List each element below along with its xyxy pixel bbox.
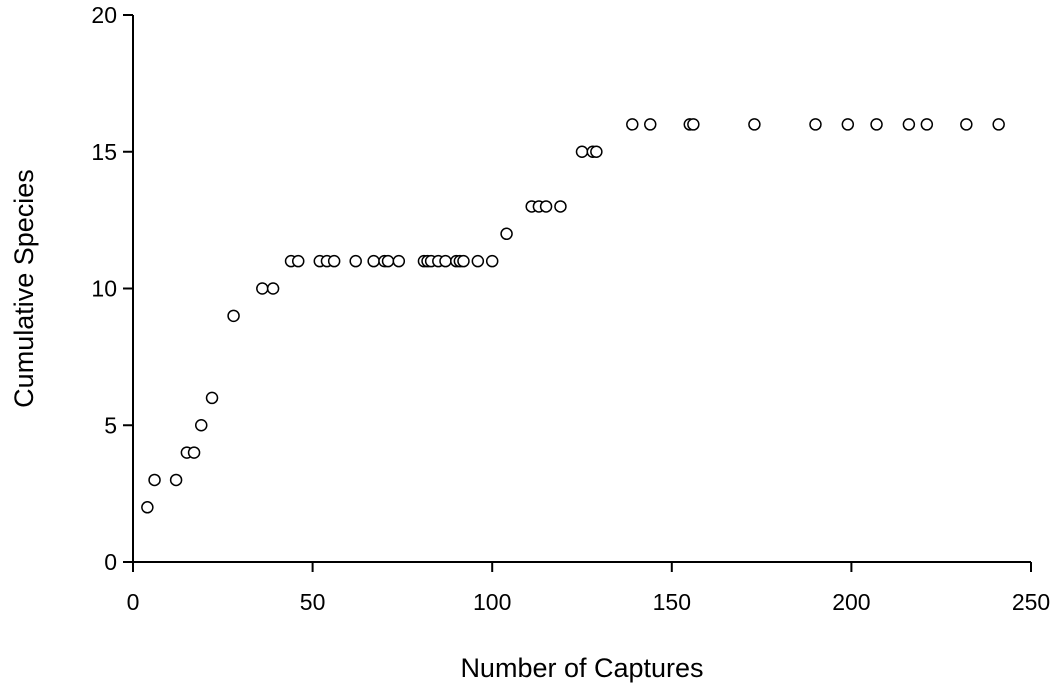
data-point: [392, 254, 406, 268]
data-points: [141, 118, 1005, 514]
x-tick-label: 150: [653, 589, 691, 615]
x-tick-label: 100: [473, 589, 511, 615]
data-point: [256, 282, 269, 295]
data-point: [187, 446, 201, 459]
data-point: [169, 473, 183, 487]
data-point: [590, 145, 603, 158]
data-point: [643, 118, 657, 131]
data-point: [485, 254, 499, 268]
data-point: [291, 254, 305, 268]
data-point: [626, 118, 639, 131]
data-point: [457, 254, 470, 268]
data-point: [687, 118, 700, 131]
data-point: [327, 254, 341, 268]
data-point: [554, 200, 567, 213]
data-point: [809, 118, 822, 131]
data-point: [539, 200, 553, 213]
data-point: [500, 227, 513, 241]
x-axis-title: Number of Captures: [460, 653, 703, 683]
data-point: [920, 118, 934, 131]
data-point: [205, 391, 219, 405]
data-point: [349, 254, 362, 268]
data-point: [748, 118, 761, 131]
data-point: [194, 419, 208, 432]
y-tick-label: 15: [91, 139, 117, 165]
data-point: [439, 254, 452, 268]
data-point: [575, 145, 589, 158]
data-point: [367, 254, 380, 268]
data-point: [471, 254, 485, 268]
y-tick-label: 5: [104, 412, 117, 438]
y-axis-title: Cumulative Species: [9, 169, 39, 408]
data-point: [381, 254, 395, 268]
x-tick-label: 250: [1012, 589, 1050, 615]
y-tick-label: 20: [91, 2, 117, 28]
x-tick-label: 200: [832, 589, 870, 615]
data-point: [992, 118, 1005, 131]
data-point: [870, 118, 883, 131]
data-point: [841, 118, 855, 131]
data-point: [148, 473, 161, 487]
data-point: [266, 282, 280, 295]
data-point: [227, 309, 240, 323]
x-tick-label: 0: [127, 589, 140, 615]
data-point: [960, 118, 973, 131]
x-tick-label: 50: [300, 589, 326, 615]
y-tick-label: 10: [91, 276, 117, 302]
data-point: [141, 501, 154, 514]
y-tick-label: 0: [104, 549, 117, 575]
data-point: [902, 118, 916, 131]
